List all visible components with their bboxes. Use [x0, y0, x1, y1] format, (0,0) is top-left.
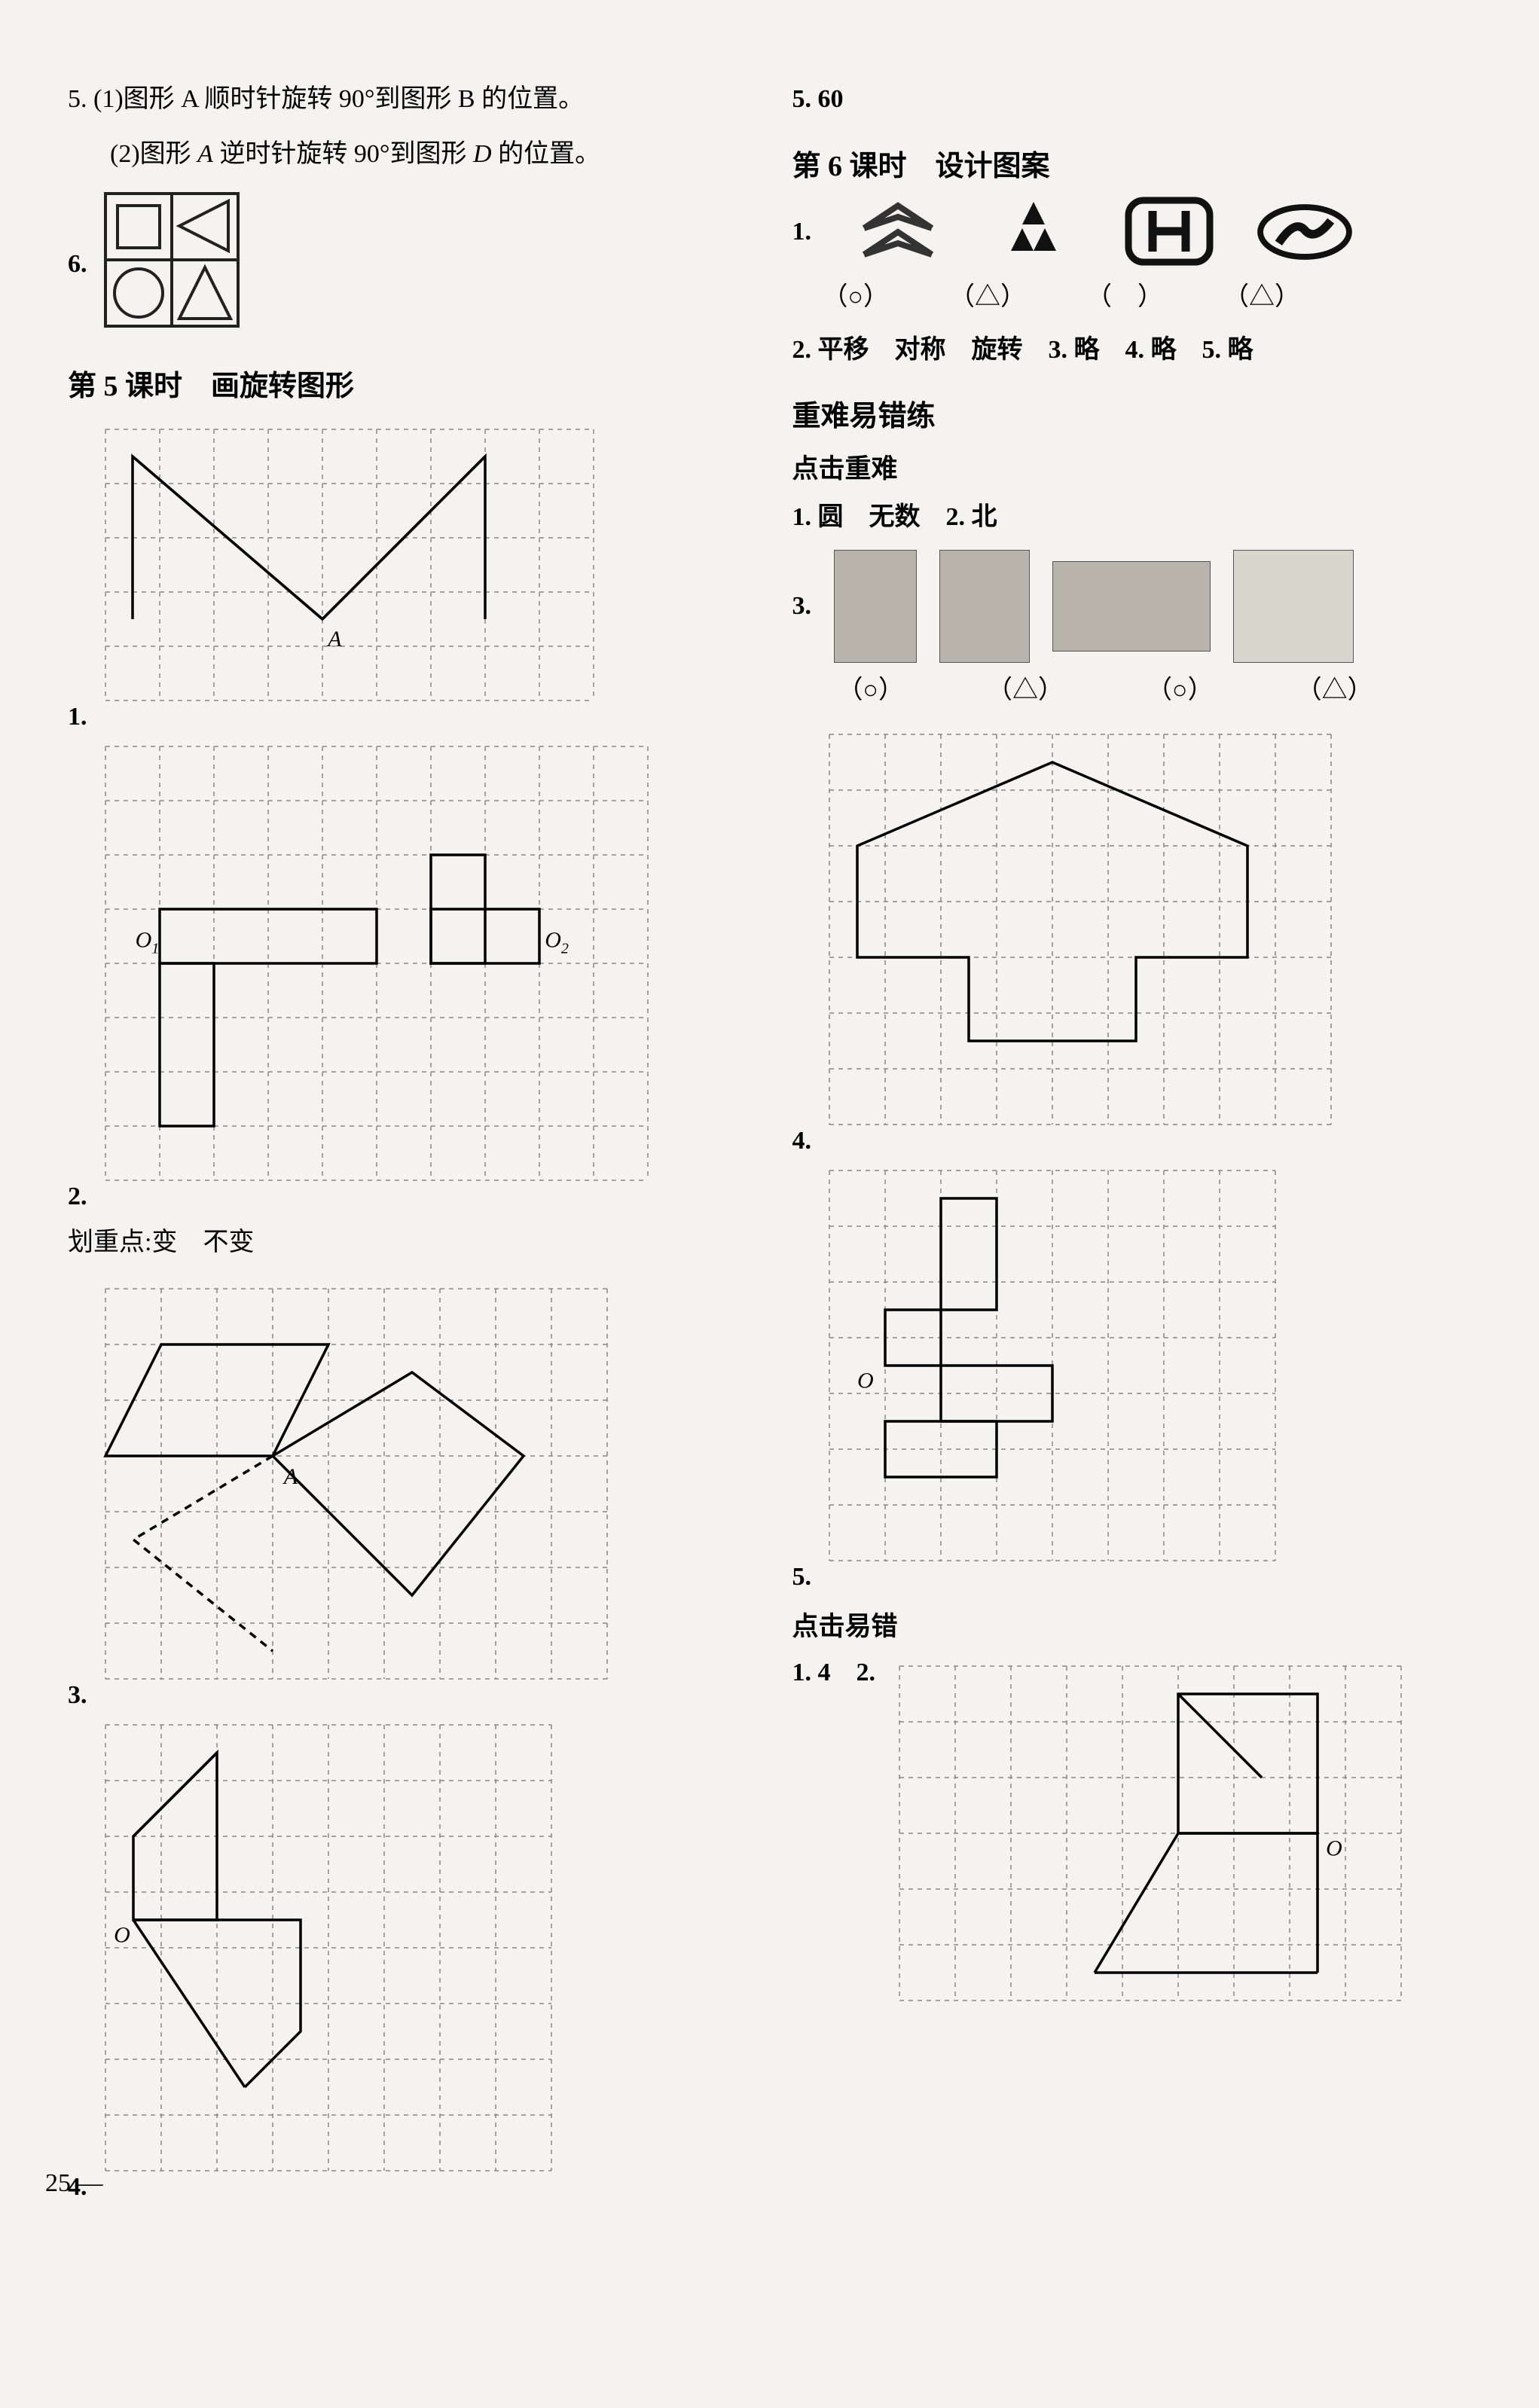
logos-row: 1. — [792, 194, 1472, 270]
svg-text:O2: O2 — [545, 928, 569, 957]
svg-text:O: O — [1326, 1836, 1342, 1860]
mark-3: （ ） — [1086, 276, 1163, 313]
q2-grid: O1 O2 — [98, 739, 655, 1188]
logo-mitsubishi-icon — [985, 194, 1082, 270]
q3-grid: A — [98, 1281, 615, 1686]
q3-block: 3. A — [68, 1274, 747, 1710]
r-q1-num: 1. — [792, 218, 812, 246]
hard-title: 重难易错练 — [792, 392, 1472, 434]
q6-row: 6. — [68, 185, 747, 344]
logo-honda-icon — [1120, 194, 1218, 270]
q1-block: 1. A — [68, 414, 747, 731]
photo-elevator-icon — [834, 550, 917, 663]
q6-num: 6. — [68, 250, 87, 279]
r-q4-num: 4. — [792, 1127, 812, 1155]
photo-marks: （○） （△） （○） （△） — [838, 669, 1472, 706]
r-q5: 5. 60 — [792, 75, 1472, 124]
mark-2: （△） — [949, 276, 1026, 313]
q3-num: 3. — [68, 1681, 87, 1709]
q6-figure — [104, 192, 240, 328]
page-number: 25 — — [45, 2169, 103, 2198]
pmark-1: （○） — [838, 669, 905, 706]
svg-text:O: O — [857, 1368, 874, 1393]
r-q5-grid: O — [822, 1163, 1283, 1568]
r-q5-num: 5. — [792, 1563, 812, 1591]
q5-line1: 5. (1)图形 A 顺时针旋转 90°到图形 B 的位置。 — [68, 75, 747, 124]
r-q5-block: 5. O — [792, 1155, 1472, 1592]
q1-grid: A — [98, 422, 601, 708]
photos-row: 3. — [792, 550, 1472, 663]
click-err: 点击易错 — [792, 1605, 1472, 1643]
pmark-3: （○） — [1147, 669, 1214, 706]
r-q2: 2. 平移 对称 旋转 3. 略 4. 略 5. 略 — [792, 326, 1472, 375]
q1-num: 1. — [68, 703, 87, 731]
logo-marks: （○） （△） （ ） （△） — [823, 276, 1472, 313]
right-column: 5. 60 第 6 课时 设计图案 1. （○） （△） （ ） （△） 2. … — [792, 75, 1472, 2333]
q4-grid: O — [98, 1717, 559, 2178]
q2-block: 2. O1 O2 — [68, 731, 747, 1211]
mark-1: （○） — [823, 276, 890, 313]
q2-num: 2. — [68, 1183, 87, 1210]
photo-drawer-icon — [1052, 561, 1211, 652]
q4-block: 4. O — [68, 1710, 747, 2202]
r-q3-num: 3. — [792, 592, 812, 621]
r-q4-grid — [822, 727, 1339, 1132]
pmark-4: （△） — [1296, 669, 1373, 706]
lesson6-heading: 第 6 课时 设计图案 — [792, 142, 1472, 184]
svg-text:A: A — [282, 1464, 298, 1489]
pmark-2: （△） — [987, 669, 1064, 706]
photo-weathervane-icon — [1233, 550, 1354, 663]
r-q4-block: 4. — [792, 719, 1472, 1155]
lesson5-heading: 第 5 课时 画旋转图形 — [68, 362, 747, 404]
svg-text:A: A — [326, 627, 342, 652]
e1-text: 1. 4 2. — [792, 1651, 876, 1688]
photo-windmill-icon — [939, 550, 1030, 663]
err-grid: O — [892, 1659, 1409, 2008]
svg-text:O1: O1 — [135, 928, 159, 957]
r1: 1. 圆 无数 2. 北 — [792, 493, 1472, 542]
keypoint: 划重点:变 不变 — [68, 1219, 747, 1268]
mark-4: （△） — [1223, 276, 1300, 313]
svg-text:O: O — [114, 1922, 130, 1947]
logo-hyundai-icon — [1256, 194, 1354, 270]
click-hard: 点击重难 — [792, 447, 1472, 486]
logo-citroen-icon — [849, 194, 947, 270]
q5-line2: (2)图形 A 逆时针旋转 90°到图形 D 的位置。 — [68, 130, 747, 179]
left-column: 5. (1)图形 A 顺时针旋转 90°到图形 B 的位置。 (2)图形 A 逆… — [68, 75, 747, 2333]
err-row: 1. 4 2. O — [792, 1651, 1472, 2025]
